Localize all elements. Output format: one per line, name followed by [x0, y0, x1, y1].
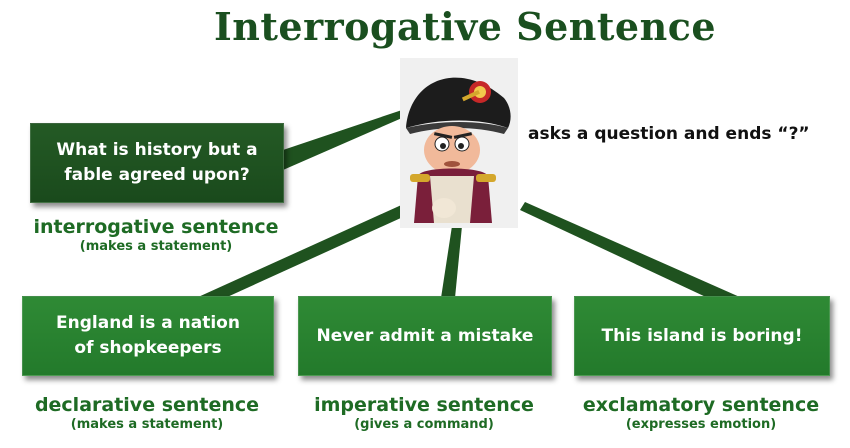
- declarative-caption-name: declarative sentence: [34, 394, 260, 416]
- interrogative-caption: interrogative sentence (makes a statemen…: [30, 216, 282, 254]
- imperative-example-line1: Never admit a mistake: [316, 325, 534, 346]
- connector-to-interrogative: [283, 110, 402, 170]
- imperative-example-box: Never admit a mistake: [298, 296, 552, 376]
- connector-to-declarative: [196, 202, 414, 298]
- declarative-example-box: England is a nation of shopkeepers: [22, 296, 274, 376]
- imperative-caption-note: (gives a command): [354, 417, 494, 432]
- page-title: Interrogative Sentence: [213, 4, 717, 49]
- interrogative-example-line2: fable agreed upon?: [64, 165, 250, 185]
- imperative-caption-name: imperative sentence: [314, 394, 534, 416]
- exclamatory-caption-note: (expresses emotion): [625, 417, 777, 432]
- exclamatory-example-box: This island is boring!: [574, 296, 830, 376]
- interrogative-example-line1: What is history but a: [56, 140, 258, 161]
- imperative-caption: imperative sentence (gives a command): [298, 394, 550, 432]
- connector-to-exclamatory: [520, 202, 742, 298]
- exclamatory-caption: exclamatory sentence (expresses emotion): [574, 394, 828, 432]
- declarative-caption-note: (makes a statement): [70, 417, 224, 432]
- interrogative-caption-name: interrogative sentence: [33, 216, 279, 238]
- declarative-example-line2: of shopkeepers: [74, 338, 222, 358]
- definition-text: asks a question and ends “?”: [528, 124, 810, 144]
- exclamatory-example-line1: This island is boring!: [601, 325, 803, 346]
- exclamatory-caption-name: exclamatory sentence: [582, 394, 820, 416]
- connector-to-imperative: [441, 226, 462, 298]
- declarative-example-line1: England is a nation: [56, 313, 240, 334]
- interrogative-caption-note: (makes a statement): [79, 239, 233, 254]
- interrogative-example-box: What is history but a fable agreed upon?: [30, 123, 284, 203]
- declarative-caption: declarative sentence (makes a statement): [22, 394, 272, 432]
- napoleon-cartoon-icon: [400, 58, 518, 228]
